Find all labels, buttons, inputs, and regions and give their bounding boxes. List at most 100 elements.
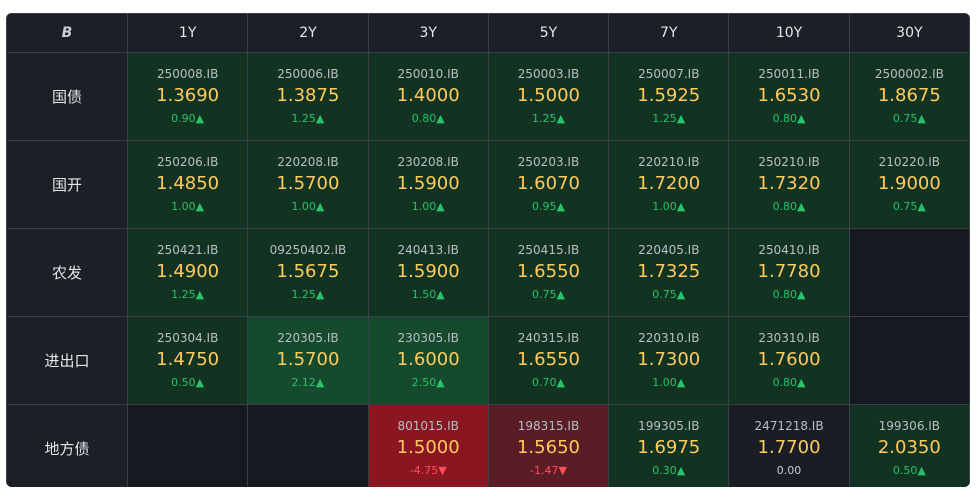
quote-cell[interactable]: 801015.IB 1.5000 -4.75▼	[367, 404, 489, 487]
quote-cell[interactable]: 230305.IB 1.6000 2.50▲	[367, 316, 489, 405]
bond-code: 250410.IB	[758, 242, 820, 257]
quote-cell[interactable]: 250410.IB 1.7780 0.80▲	[728, 228, 850, 317]
yield-change: 1.50▲	[411, 287, 445, 301]
quote-cell[interactable]: 250304.IB 1.4750 0.50▲	[126, 316, 249, 405]
yield-rate: 1.6975	[637, 436, 701, 458]
yield-change: 0.95▲	[532, 199, 565, 213]
yield-change: 0.75▲	[652, 287, 686, 301]
yield-rate: 1.6000	[396, 348, 460, 370]
yield-change: 0.75▲	[532, 287, 565, 301]
quote-cell[interactable]: 210220.IB 1.9000 0.75▲	[848, 140, 970, 229]
quote-cell[interactable]: 2471218.IB 1.7700 0.00	[728, 404, 850, 487]
yield-rate: 1.5925	[637, 84, 701, 106]
quote-cell[interactable]: 09250402.IB 1.5675 1.25▲	[247, 228, 369, 317]
yield-change: 1.00▲	[171, 199, 205, 213]
yield-change: 0.80▲	[772, 287, 806, 301]
quote-cell[interactable]: 240315.IB 1.6550 0.70▲	[487, 316, 610, 405]
bond-code: 250415.IB	[517, 242, 580, 257]
bond-type-label: 国债	[6, 52, 128, 141]
bond-code: 220305.IB	[277, 330, 339, 345]
yield-rate: 1.7320	[757, 172, 821, 194]
tenor-header[interactable]: 2Y	[247, 13, 369, 53]
bond-type-label: 地方债	[6, 404, 128, 487]
yield-rate: 1.7325	[637, 260, 701, 282]
quote-cell[interactable]: 199305.IB 1.6975 0.30▲	[608, 404, 730, 487]
bond-code: 801015.IB	[397, 418, 459, 433]
yield-change: 0.90▲	[171, 111, 205, 125]
bond-code: 230310.IB	[758, 330, 820, 345]
quote-cell[interactable]: 220310.IB 1.7300 1.00▲	[608, 316, 730, 405]
yield-change: 0.80▲	[772, 199, 806, 213]
tenor-header[interactable]: 5Y	[487, 13, 610, 53]
quote-cell[interactable]: 230208.IB 1.5900 1.00▲	[367, 140, 489, 229]
tenor-header[interactable]: 1Y	[126, 13, 249, 53]
quote-cell[interactable]: 2500002.IB 1.8675 0.75▲	[848, 52, 970, 141]
quote-cell[interactable]: 250011.IB 1.6530 0.80▲	[728, 52, 850, 141]
yield-matrix-panel: B 1Y 2Y 3Y 5Y 7Y 10Y 30Y 国债 250008.IB 1.36…	[6, 13, 970, 487]
quote-cell[interactable]: 250210.IB 1.7320 0.80▲	[728, 140, 850, 229]
yield-rate: 1.9000	[877, 172, 941, 194]
bond-code: 220405.IB	[638, 242, 700, 257]
yield-rate: 1.4750	[156, 348, 220, 370]
tenor-header[interactable]: 10Y	[728, 13, 850, 53]
quote-cell[interactable]: 250007.IB 1.5925 1.25▲	[608, 52, 730, 141]
bond-type-label: 农发	[6, 228, 128, 317]
yield-change: 1.25▲	[652, 111, 686, 125]
quote-cell[interactable]: 220210.IB 1.7200 1.00▲	[608, 140, 730, 229]
bond-code: 250006.IB	[277, 66, 339, 81]
yield-rate: 1.5900	[396, 172, 460, 194]
bond-type-row: 地方债 801015.IB 1.5000 -4.75▼ 198315.IB 1.5650 -…	[6, 404, 970, 487]
yield-change: 0.00	[776, 463, 802, 477]
quote-cell[interactable]: 198315.IB 1.5650 -1.47▼	[487, 404, 610, 487]
bond-type-label: 进出口	[6, 316, 128, 405]
yield-matrix-table: B 1Y 2Y 3Y 5Y 7Y 10Y 30Y 国债 250008.IB 1.36…	[6, 13, 970, 487]
bond-code: 09250402.IB	[269, 242, 347, 257]
yield-change: 0.75▲	[892, 111, 926, 125]
quote-cell[interactable]: 250003.IB 1.5000 1.25▲	[487, 52, 610, 141]
quote-cell[interactable]: 199306.IB 2.0350 0.50▲	[848, 404, 970, 487]
yield-rate: 1.7700	[757, 436, 821, 458]
quote-cell[interactable]: 220405.IB 1.7325 0.75▲	[608, 228, 730, 317]
quote-cell[interactable]: 220208.IB 1.5700 1.00▲	[247, 140, 369, 229]
yield-rate: 1.3690	[156, 84, 220, 106]
corner-logo-cell: B	[6, 13, 128, 53]
yield-rate: 1.6550	[516, 348, 580, 370]
yield-rate: 1.7780	[757, 260, 821, 282]
bond-code: 250210.IB	[758, 154, 820, 169]
yield-rate: 1.7300	[637, 348, 701, 370]
yield-change: 1.00▲	[652, 375, 686, 389]
yield-change: 0.50▲	[171, 375, 205, 389]
bond-type-row: 国债 250008.IB 1.3690 0.90▲ 250006.IB 1.3875 1.2…	[6, 52, 970, 141]
yield-rate: 2.0350	[877, 436, 941, 458]
yield-rate: 1.8675	[877, 84, 941, 106]
bond-code: 250304.IB	[156, 330, 219, 345]
yield-change: 1.25▲	[291, 287, 325, 301]
yield-rate: 1.7600	[757, 348, 821, 370]
quote-cell[interactable]: 250421.IB 1.4900 1.25▲	[126, 228, 249, 317]
tenor-header[interactable]: 7Y	[608, 13, 730, 53]
brand-logo-icon: B	[61, 25, 73, 41]
quote-cell[interactable]: 250206.IB 1.4850 1.00▲	[126, 140, 249, 229]
quote-cell[interactable]: 240413.IB 1.5900 1.50▲	[367, 228, 489, 317]
quote-cell[interactable]: 230310.IB 1.7600 0.80▲	[728, 316, 850, 405]
quote-cell[interactable]: 250008.IB 1.3690 0.90▲	[126, 52, 249, 141]
quote-cell[interactable]: 250010.IB 1.4000 0.80▲	[367, 52, 489, 141]
tenor-header[interactable]: 30Y	[848, 13, 970, 53]
quote-cell[interactable]: 250203.IB 1.6070 0.95▲	[487, 140, 610, 229]
tenor-header[interactable]: 3Y	[367, 13, 489, 53]
bond-code: 240413.IB	[397, 242, 459, 257]
yield-rate: 1.5650	[516, 436, 580, 458]
bond-code: 250206.IB	[156, 154, 219, 169]
bond-code: 250008.IB	[156, 66, 219, 81]
bond-type-row: 国开 250206.IB 1.4850 1.00▲ 220208.IB 1.5700 1.0…	[6, 140, 970, 229]
yield-change: 0.70▲	[532, 375, 565, 389]
yield-change: 1.25▲	[532, 111, 565, 125]
bond-code: 230305.IB	[397, 330, 459, 345]
quote-cell[interactable]: 250415.IB 1.6550 0.75▲	[487, 228, 610, 317]
quote-cell[interactable]: 220305.IB 1.5700 2.12▲	[247, 316, 369, 405]
yield-rate: 1.4850	[156, 172, 220, 194]
quote-cell[interactable]: 250006.IB 1.3875 1.25▲	[247, 52, 369, 141]
bond-code: 240315.IB	[517, 330, 580, 345]
yield-rate: 1.3875	[276, 84, 340, 106]
yield-change: -4.75▼	[409, 463, 447, 477]
